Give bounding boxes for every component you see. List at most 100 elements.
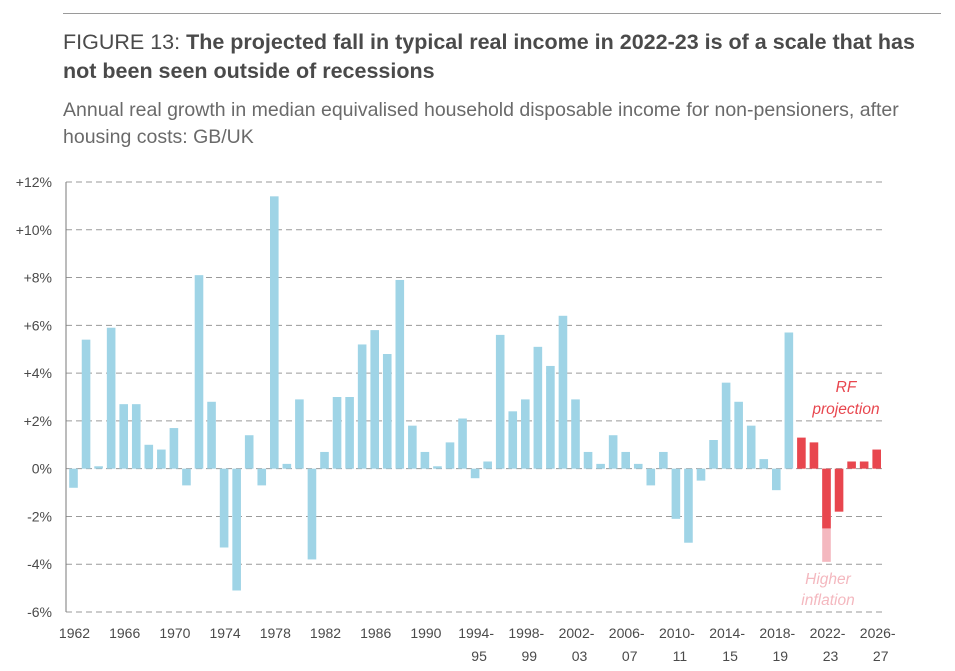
bar-historical — [194, 275, 204, 469]
x-tick-label: 1962 — [59, 625, 90, 641]
title-rule — [63, 13, 941, 14]
x-tick-label: 1974 — [210, 625, 241, 641]
x-tick-label: 2010- — [659, 625, 695, 641]
bar-historical — [370, 330, 379, 469]
bar-historical — [659, 451, 668, 469]
x-tick-label-second-line: 03 — [572, 648, 588, 664]
bar-historical — [621, 451, 630, 469]
bar-historical — [257, 468, 267, 486]
y-tick-label: +12% — [16, 174, 52, 190]
bar-historical — [69, 468, 78, 488]
bar-historical — [508, 411, 518, 469]
y-tick-label: -6% — [27, 604, 52, 620]
y-tick-label: +6% — [24, 317, 52, 333]
bar-historical — [144, 444, 154, 469]
bar-historical — [608, 435, 618, 469]
x-tick-label-second-line: 95 — [471, 648, 487, 664]
bar-historical — [307, 468, 317, 560]
bar-projection — [834, 468, 844, 512]
bar-projection — [809, 442, 819, 469]
bar-projection — [822, 468, 831, 529]
x-tick-label: 2006- — [609, 625, 645, 641]
annotation-projection-line2: projection — [811, 401, 879, 418]
x-tick-label: 1986 — [360, 625, 391, 641]
x-tick-label: 2002- — [559, 625, 595, 641]
bar-historical — [772, 468, 781, 491]
bar-historical — [684, 468, 693, 543]
y-tick-label: -2% — [27, 508, 52, 524]
bar-historical — [495, 334, 505, 469]
figure-title: FIGURE 13: The projected fall in typical… — [63, 28, 948, 86]
bar-historical — [721, 382, 731, 469]
bar-projection — [872, 449, 881, 469]
bar-historical — [382, 354, 392, 469]
bar-historical — [596, 463, 605, 469]
bar-historical — [119, 404, 128, 469]
bar-historical — [395, 279, 405, 469]
bar-historical — [357, 344, 367, 469]
bar-historical — [207, 401, 216, 469]
y-tick-label: +8% — [24, 270, 52, 286]
bar-historical — [583, 451, 593, 469]
bar-historical — [182, 468, 191, 486]
y-tick-label: +10% — [16, 222, 52, 238]
bar-historical — [458, 418, 467, 469]
bar-historical — [784, 332, 794, 469]
bar-historical — [646, 468, 656, 486]
x-tick-label: 2022- — [810, 625, 846, 641]
x-tick-label: 1998- — [508, 625, 544, 641]
bar-historical — [709, 440, 718, 469]
bar-historical — [345, 397, 354, 469]
x-tick-label-second-line: 15 — [722, 648, 738, 664]
bar-projection — [847, 461, 856, 469]
x-tick-label: 1994- — [458, 625, 494, 641]
x-tick-label: 1990 — [410, 625, 441, 641]
bar-historical — [546, 365, 555, 469]
bar-historical — [106, 327, 116, 469]
annotation-inflation-line2: inflation — [801, 592, 854, 609]
x-tick-label-second-line: 19 — [773, 648, 789, 664]
annotation-inflation-line1: Higher — [805, 571, 851, 588]
bar-historical — [219, 468, 229, 548]
bar-historical — [244, 435, 254, 469]
x-tick-label: 1978 — [260, 625, 291, 641]
y-tick-label: 0% — [32, 461, 52, 477]
bar-historical — [734, 401, 743, 469]
bar-historical — [633, 463, 643, 469]
bar-historical — [470, 468, 480, 479]
bar-historical — [420, 451, 430, 469]
bar-historical — [571, 399, 580, 469]
bar-historical — [445, 442, 455, 469]
bar-historical — [81, 339, 91, 469]
y-tick-label: -4% — [27, 556, 52, 572]
bar-historical — [232, 468, 241, 591]
bar-historical — [558, 315, 568, 469]
bar-historical — [169, 428, 179, 469]
figure-subtitle: Annual real growth in median equivalised… — [63, 99, 899, 148]
annotation-projection-line1: RF — [836, 379, 858, 396]
bar-projection — [859, 461, 869, 469]
bar-historical — [759, 459, 769, 469]
x-tick-label: 1970 — [159, 625, 190, 641]
bar-historical — [295, 399, 304, 469]
bar-historical — [433, 466, 442, 469]
x-tick-label: 2026- — [860, 625, 896, 641]
x-tick-label-second-line: 99 — [522, 648, 538, 664]
figure-label: FIGURE 13: — [63, 30, 187, 54]
x-tick-label: 1966 — [109, 625, 140, 641]
x-tick-label: 1982 — [310, 625, 341, 641]
bar-historical — [157, 449, 166, 469]
bar-historical — [282, 463, 292, 469]
bar-historical — [320, 451, 329, 469]
bar-historical — [131, 404, 141, 469]
bar-historical — [332, 397, 342, 469]
x-tick-label-second-line: 27 — [873, 648, 889, 664]
x-tick-label: 2018- — [759, 625, 795, 641]
bar-historical — [270, 196, 279, 469]
y-tick-label: +4% — [24, 365, 52, 381]
bar-historical — [696, 468, 706, 481]
bar-historical — [671, 468, 681, 519]
x-tick-label-second-line: 11 — [673, 648, 688, 664]
y-tick-label: +2% — [24, 413, 52, 429]
